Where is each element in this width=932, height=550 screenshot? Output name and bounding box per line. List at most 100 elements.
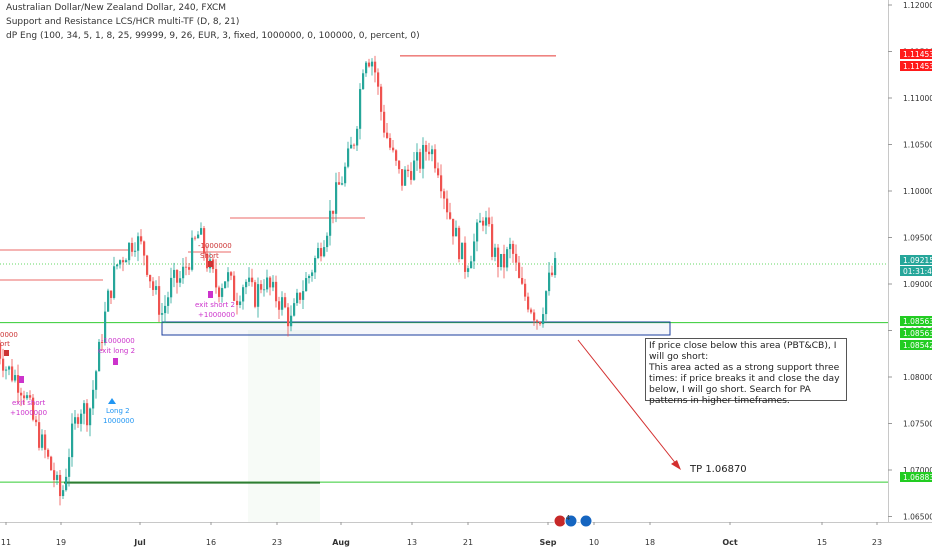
candle-body: [374, 61, 377, 73]
support-price-tag-2-bg: [900, 328, 932, 338]
candle-body: [245, 281, 248, 288]
candle-body: [20, 392, 23, 396]
candle-body: [227, 272, 230, 282]
resistance-price-tag-bg: [900, 49, 932, 59]
candle-body: [137, 236, 140, 251]
candle-body: [236, 300, 239, 305]
candle-body: [56, 474, 59, 480]
candle-body: [50, 456, 53, 471]
exit-long-marker: [113, 358, 118, 365]
candle-body: [443, 191, 446, 199]
candle-body: [344, 166, 347, 184]
candle-body: [305, 278, 308, 292]
candle-body: [488, 217, 491, 225]
candle-body: [437, 168, 440, 176]
candle-body: [206, 253, 209, 269]
candle-body: [116, 264, 119, 267]
left-short-marker: [4, 350, 9, 356]
candle-body: [41, 434, 44, 448]
bar-countdown-tag-bg: [900, 266, 932, 276]
candle-body: [152, 281, 155, 290]
candle-body: [383, 111, 386, 133]
candle-body: [341, 183, 344, 185]
candle-body: [44, 434, 47, 450]
volume-profile-zone: [248, 330, 320, 522]
candle-body: [32, 397, 35, 420]
candle-body: [335, 182, 338, 214]
candle-body: [14, 375, 17, 381]
exit-short-marker: [208, 291, 213, 298]
support-price-tag-3: 1.08542: [903, 341, 932, 350]
candle-body: [140, 236, 143, 242]
time-tick-label: Sep: [540, 538, 557, 547]
candle-body: [380, 86, 383, 112]
candle-body: [83, 403, 86, 414]
economic-event-count: 4: [566, 514, 571, 522]
time-tick-label: 21: [463, 538, 473, 547]
candle-body: [101, 341, 104, 343]
candle-body: [497, 247, 500, 268]
candle-body: [515, 253, 518, 263]
candle-body: [398, 160, 401, 170]
economic-event-icon[interactable]: [564, 514, 578, 528]
short-signal-amount: -1000000: [198, 242, 232, 250]
candle-body: [110, 290, 113, 298]
left-signal-label: ort: [0, 340, 10, 348]
candle-body: [416, 152, 419, 161]
candle-body: [464, 242, 467, 272]
candle-body: [173, 269, 176, 278]
candle-body: [458, 227, 461, 260]
candle-body: [143, 241, 146, 256]
candle-body: [536, 320, 539, 323]
exit-short-left-label: exit short: [12, 399, 45, 407]
economic-event-icon[interactable]: [553, 514, 567, 528]
candle-body: [356, 128, 359, 146]
candle-body: [92, 389, 95, 409]
long-2-amount: 1000000: [103, 417, 134, 425]
candle-body: [401, 169, 404, 186]
candle-body: [146, 255, 149, 275]
candle-body: [203, 228, 206, 254]
candle-body: [131, 242, 134, 252]
candle-body: [161, 313, 164, 315]
time-tick-label: 13: [407, 538, 417, 547]
candle-body: [503, 253, 506, 268]
candle-body: [524, 283, 527, 297]
candle-body: [512, 243, 515, 254]
short-signal-label: Short: [200, 252, 219, 260]
candle-body: [95, 371, 98, 390]
candle-body: [317, 248, 320, 259]
candle-body: [440, 175, 443, 192]
price-tick-label: 1.09500: [903, 234, 932, 243]
candle-body: [134, 250, 137, 252]
candle-body: [518, 262, 521, 278]
economic-event-icon[interactable]: [579, 514, 593, 528]
candle-body: [530, 309, 533, 313]
long-signal-amount: -1000000: [101, 337, 135, 345]
candle-body: [125, 260, 128, 263]
price-tick-label: 1.07000: [903, 466, 932, 475]
candle-body: [365, 62, 368, 74]
candle-body: [71, 423, 74, 458]
candle-body: [491, 224, 494, 257]
price-tick-label: 1.12000: [903, 1, 932, 10]
price-tick-label: 1.09000: [903, 280, 932, 289]
candle-body: [527, 296, 530, 310]
candle-body: [323, 247, 326, 257]
candle-body: [434, 149, 437, 169]
candle-body: [224, 281, 227, 289]
candle-body: [494, 247, 497, 257]
candle-body: [59, 474, 62, 497]
candle-body: [389, 137, 392, 148]
candle-body: [470, 261, 473, 269]
candle-body: [425, 145, 428, 152]
support-zone-box: [161, 321, 671, 336]
candle-body: [407, 169, 410, 172]
candle-body: [8, 366, 11, 370]
projection-arrow-head: [671, 460, 681, 470]
time-tick-label: 16: [206, 538, 216, 547]
resistance-price-tag: 1.11453: [903, 50, 932, 59]
candle-body: [239, 301, 242, 305]
